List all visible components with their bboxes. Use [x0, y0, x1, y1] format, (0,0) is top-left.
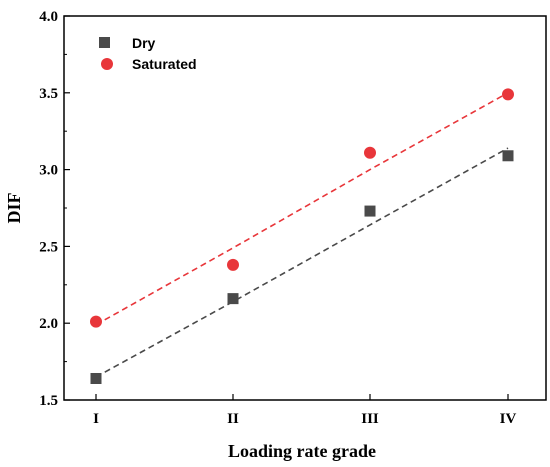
point-saturated: [90, 315, 102, 328]
x-tick-label: II: [227, 411, 239, 427]
point-saturated: [502, 88, 514, 101]
x-tick-label: III: [361, 411, 379, 427]
y-tick-label: 3.5: [39, 86, 58, 102]
y-tick-label: 2.5: [39, 239, 58, 255]
y-tick-label: 1.5: [39, 393, 58, 409]
trend-line-saturated: [95, 92, 509, 326]
y-tick-label: 4.0: [39, 9, 58, 25]
x-tick-label: IV: [500, 411, 517, 427]
trend-line-dry: [95, 147, 509, 378]
y-axis: 1.5 2.0 2.5 3.0 3.5 4.0: [39, 9, 70, 409]
trend-lines: [95, 92, 509, 378]
legend-label-dry: Dry: [132, 35, 156, 51]
point-saturated: [364, 146, 376, 159]
data-points: [90, 88, 514, 384]
point-dry: [227, 293, 239, 305]
point-saturated: [227, 258, 239, 271]
point-dry: [90, 372, 102, 384]
point-dry: [364, 205, 376, 217]
legend-marker-dry: [99, 37, 110, 48]
plot-frame: [63, 15, 547, 401]
legend-label-saturated: Saturated: [132, 56, 197, 72]
x-axis-title: Loading rate grade: [228, 441, 376, 461]
legend-marker-saturated: [101, 58, 113, 70]
x-tick-label: I: [93, 411, 99, 427]
y-tick-label: 3.0: [39, 163, 58, 179]
x-axis: I II III IV: [93, 394, 517, 427]
y-tick-label: 2.0: [39, 316, 58, 332]
y-axis-title: DIF: [4, 192, 24, 223]
point-dry: [502, 150, 514, 162]
legend: Dry Saturated: [99, 35, 197, 72]
